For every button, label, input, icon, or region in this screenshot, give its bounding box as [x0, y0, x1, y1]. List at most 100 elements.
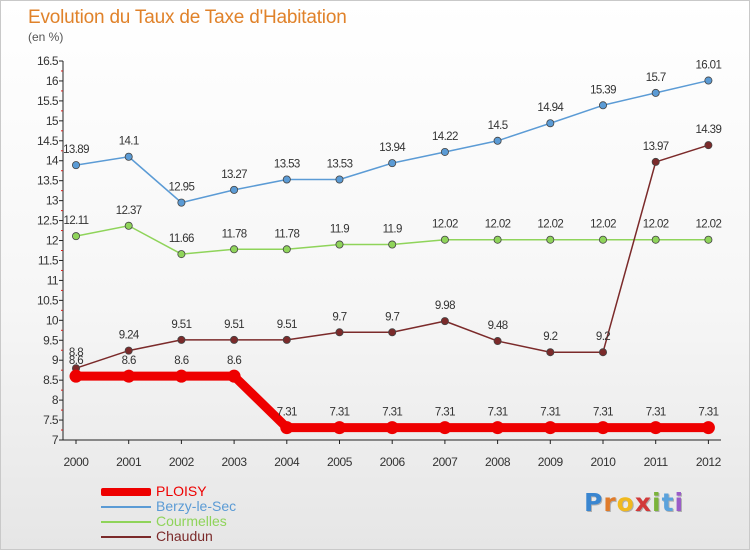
data-label: 12.02 [432, 219, 458, 231]
x-tick-label: 2003 [222, 455, 248, 469]
chart-title: Evolution du Taux de Taxe d'Habitation [28, 7, 347, 28]
x-tick-label: 2008 [485, 455, 511, 469]
data-label: 7.31 [540, 407, 560, 419]
y-tick-label: 10.5 [37, 293, 59, 307]
data-point [651, 157, 660, 166]
y-tick-label: 15 [46, 114, 59, 128]
data-point [599, 235, 608, 244]
data-point [227, 369, 241, 383]
x-tick-label: 2000 [63, 455, 89, 469]
y-tick-label: 12.5 [37, 214, 59, 228]
legend-swatch [101, 536, 151, 538]
data-label: 7.31 [330, 407, 350, 419]
data-point [122, 369, 136, 383]
data-label: 13.53 [327, 158, 353, 170]
data-label: 13.89 [63, 144, 89, 156]
data-point [599, 348, 608, 357]
y-tick-label: 11 [47, 273, 59, 287]
x-tick-label: 2001 [116, 455, 142, 469]
data-label: 13.53 [274, 158, 300, 170]
data-point [124, 152, 133, 161]
y-tick-label: 8 [52, 393, 59, 407]
data-point [701, 421, 715, 435]
data-labels: 13.89 14.1 12.95 13.27 13.53 13.53 13.94 14.22 1… [63, 60, 722, 419]
data-label: 9.48 [488, 320, 508, 332]
data-point [124, 221, 133, 230]
logo-letter: o [616, 488, 635, 517]
data-label: 8.8 [69, 347, 83, 359]
data-point [596, 421, 610, 435]
data-label: 12.02 [643, 219, 669, 231]
legend-swatch [101, 521, 151, 523]
y-tick-label: 15.5 [37, 94, 59, 108]
data-label: 14.22 [432, 131, 458, 143]
data-label: 11.66 [169, 233, 194, 245]
data-point [440, 235, 449, 244]
chart-axes: 7 7.5 8 8.5 9 9.5 10 10.5 11 11.5 12 12.5 13 13.5 14 14… [37, 54, 722, 469]
x-tick-label: 2012 [696, 455, 722, 469]
data-label: 11.78 [274, 228, 299, 240]
data-label: 9.51 [171, 319, 191, 331]
data-point [72, 161, 81, 170]
y-tick-label: 16.5 [37, 54, 59, 68]
x-tick-label: 2009 [538, 455, 564, 469]
logo-letter: x [634, 488, 652, 517]
y-tick-label: 16 [46, 74, 59, 88]
x-tick-label: 2006 [380, 455, 406, 469]
data-point [335, 328, 344, 337]
data-label: 8.6 [227, 355, 241, 367]
data-label: 12.02 [590, 219, 616, 231]
y-tick-label: 12 [46, 234, 59, 248]
data-point [388, 328, 397, 337]
data-label: 7.31 [488, 407, 508, 419]
data-point [282, 245, 291, 254]
y-tick-label: 9.5 [43, 333, 59, 347]
data-point [704, 235, 713, 244]
data-label: 13.27 [221, 169, 247, 181]
data-label: 7.31 [435, 407, 455, 419]
data-point [333, 421, 346, 435]
data-label: 14.94 [537, 102, 564, 114]
x-tick-label: 2005 [327, 455, 353, 469]
data-label: 15.7 [646, 72, 666, 84]
data-point [546, 348, 555, 357]
data-point [72, 232, 81, 241]
series-lines [71, 79, 713, 433]
data-label: 13.94 [379, 142, 406, 154]
logo-letter: t [661, 488, 675, 517]
data-point [282, 335, 291, 344]
data-point [491, 421, 505, 435]
data-point [388, 159, 397, 168]
data-point [69, 369, 83, 383]
data-label: 9.51 [277, 319, 297, 331]
proxiti-logo: Proxiti [584, 488, 684, 517]
data-point [649, 421, 663, 435]
data-label: 7.31 [277, 407, 297, 419]
data-label: 9.2 [596, 331, 610, 343]
x-tick-label: 2010 [590, 455, 616, 469]
data-label: 9.7 [332, 311, 346, 323]
data-label: 9.51 [224, 319, 244, 331]
x-tick-label: 2004 [274, 455, 300, 469]
data-label: 9.98 [435, 300, 455, 312]
y-tick-label: 7 [52, 433, 59, 447]
x-tick-label: 2002 [169, 455, 195, 469]
data-point [438, 421, 452, 435]
data-label: 13.97 [643, 141, 669, 153]
data-label: 11.78 [222, 228, 247, 240]
y-tick-label: 14.5 [37, 134, 59, 148]
legend-label: Chaudun [156, 528, 213, 544]
data-label: 14.5 [488, 120, 508, 132]
data-point [230, 185, 239, 194]
data-label: 7.31 [698, 407, 718, 419]
data-label: 12.11 [64, 215, 89, 227]
data-point [388, 240, 397, 249]
logo-letter: r [603, 488, 617, 517]
legend-swatch [101, 488, 151, 496]
data-point [493, 337, 502, 346]
data-label: 8.6 [122, 355, 136, 367]
chart-subtitle: (en %) [28, 30, 64, 44]
y-tick-label: 13 [46, 194, 59, 208]
